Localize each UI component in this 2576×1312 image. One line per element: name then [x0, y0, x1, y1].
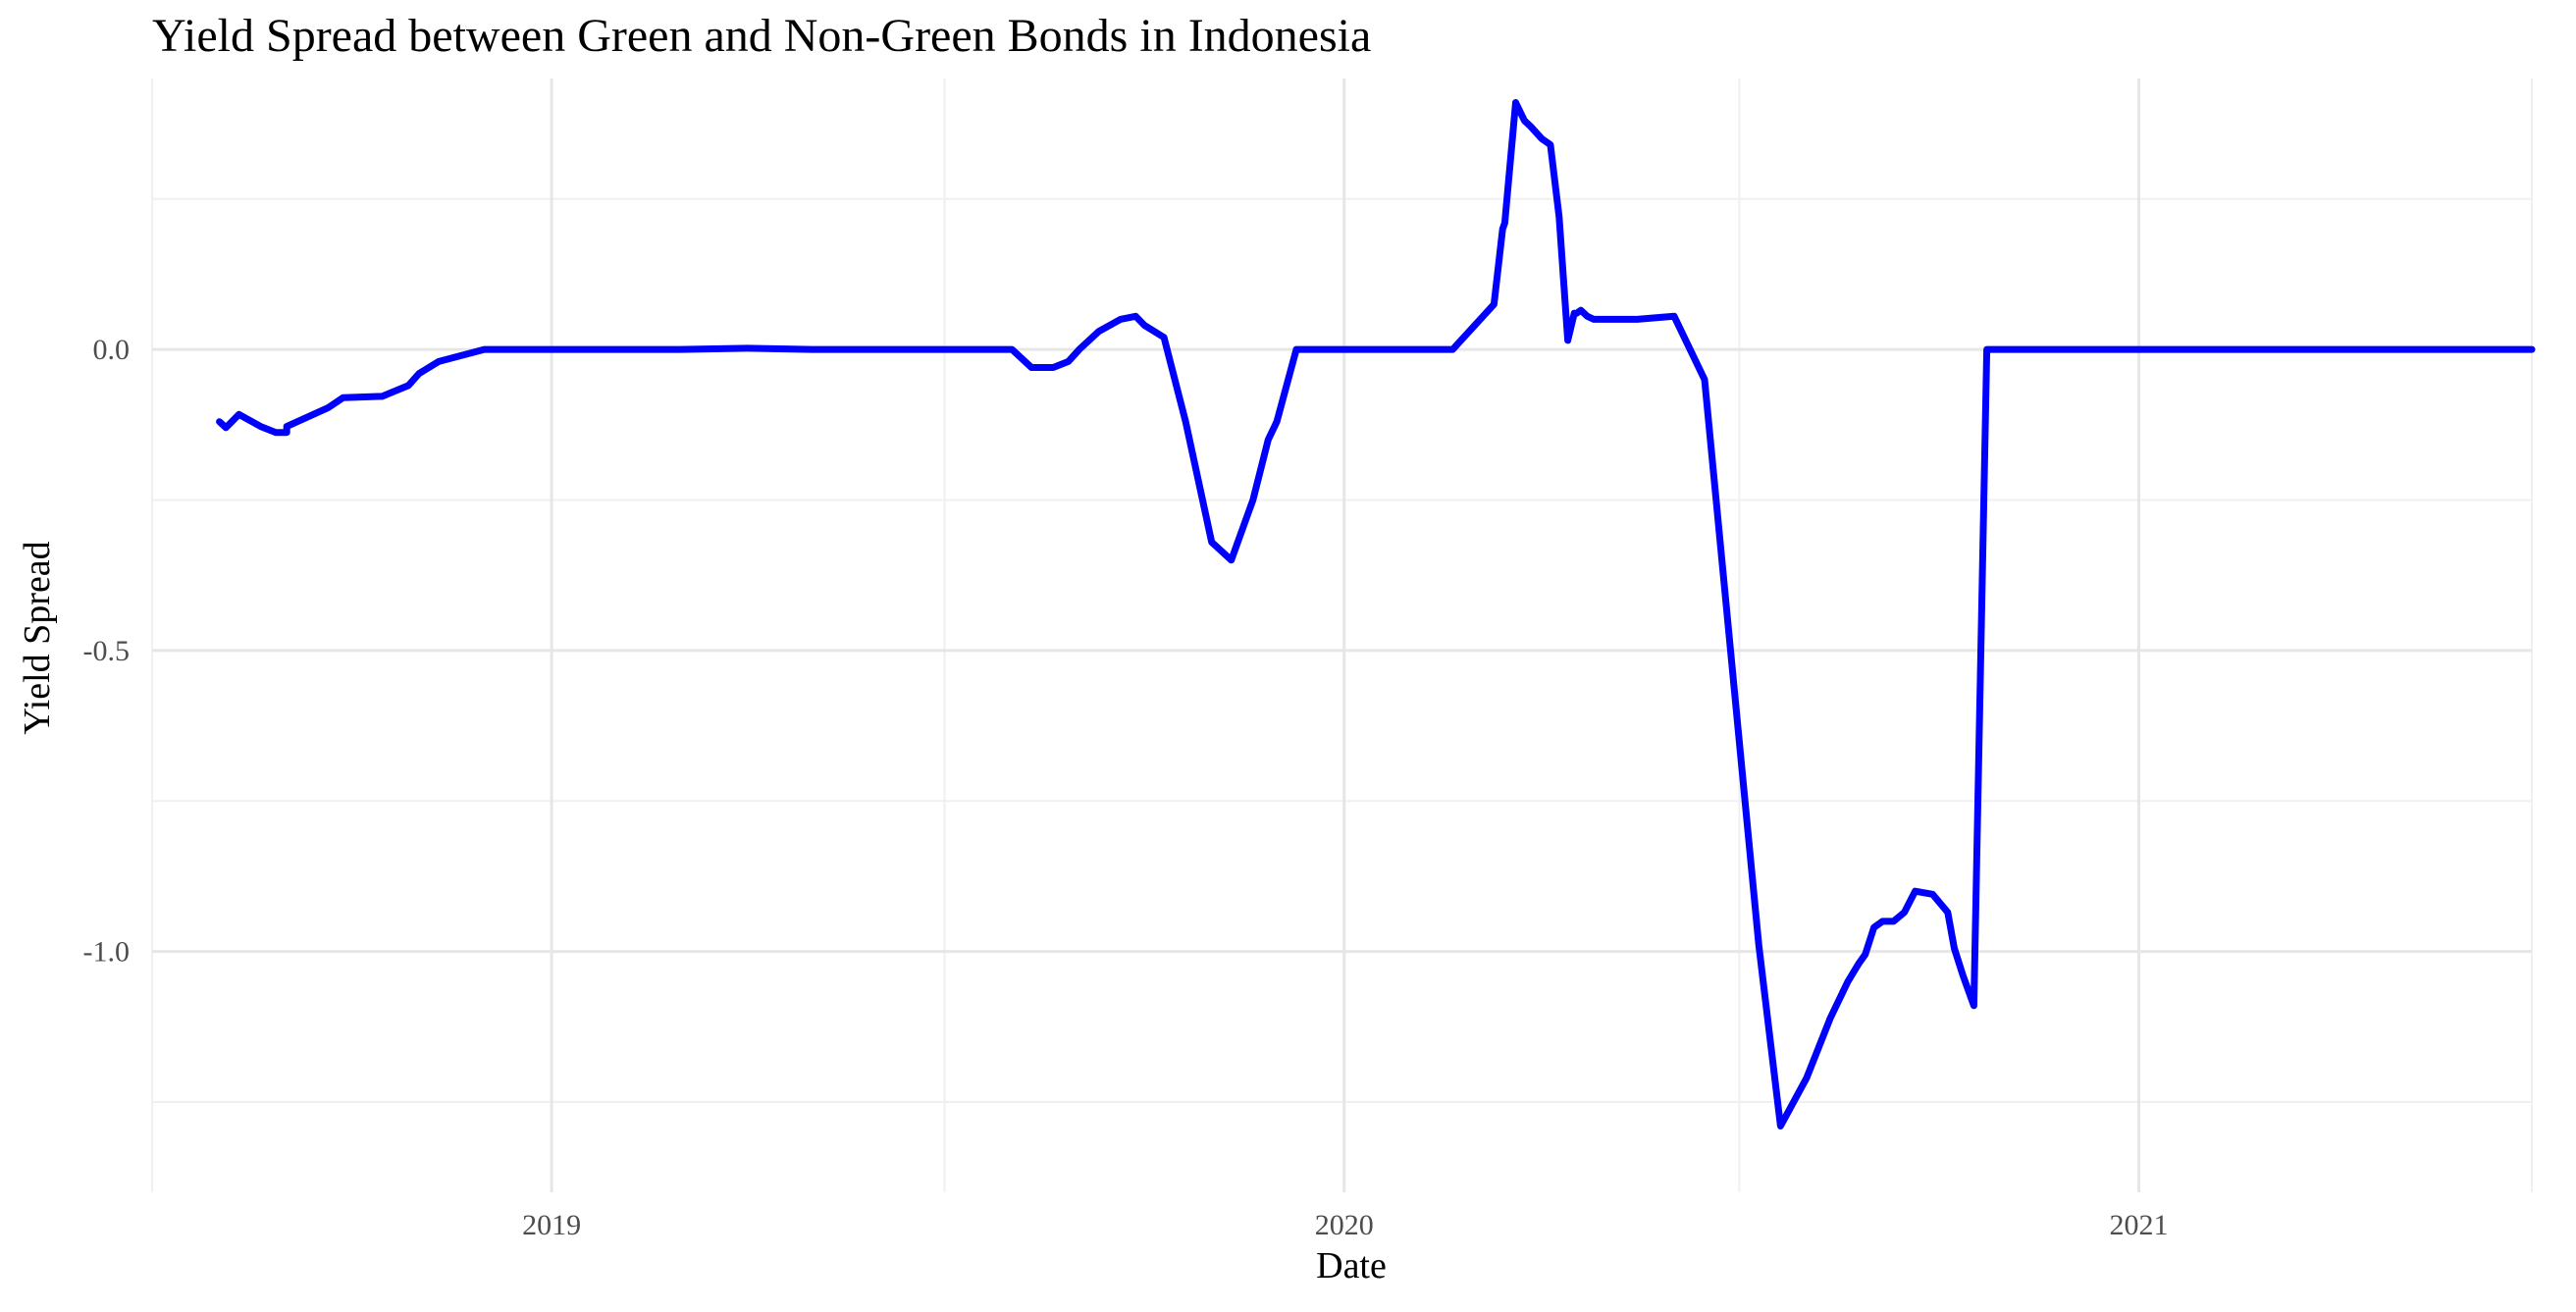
series-line [216, 99, 2536, 1129]
x-tick-label: 2020 [1315, 1209, 1374, 1241]
major-gridlines [152, 79, 2532, 1192]
minor-gridlines [151, 79, 2533, 1192]
y-tick-label: -0.5 [83, 635, 131, 667]
x-axis-ticks: 2019 2020 2021 [522, 1209, 2168, 1241]
x-axis-label: Date [1316, 1245, 1387, 1286]
y-tick-label: -1.0 [83, 936, 131, 969]
chart-title: Yield Spread between Green and Non-Green… [152, 10, 1372, 62]
y-axis-label: Yield Spread [17, 541, 58, 734]
x-tick-label: 2019 [522, 1209, 581, 1241]
y-tick-label: 0.0 [93, 334, 131, 366]
x-tick-label: 2021 [2110, 1209, 2169, 1241]
y-axis-ticks: 0.0 -0.5 -1.0 [83, 334, 131, 969]
series-layer [216, 99, 2536, 1129]
